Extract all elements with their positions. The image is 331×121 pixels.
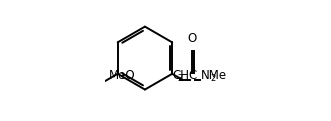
Text: 2: 2 bbox=[178, 74, 183, 83]
Text: C: C bbox=[188, 68, 196, 82]
Text: O: O bbox=[187, 32, 197, 45]
Text: CH: CH bbox=[172, 68, 189, 82]
Text: MeO: MeO bbox=[109, 68, 136, 82]
Text: 2: 2 bbox=[210, 74, 215, 83]
Text: NMe: NMe bbox=[201, 68, 227, 82]
